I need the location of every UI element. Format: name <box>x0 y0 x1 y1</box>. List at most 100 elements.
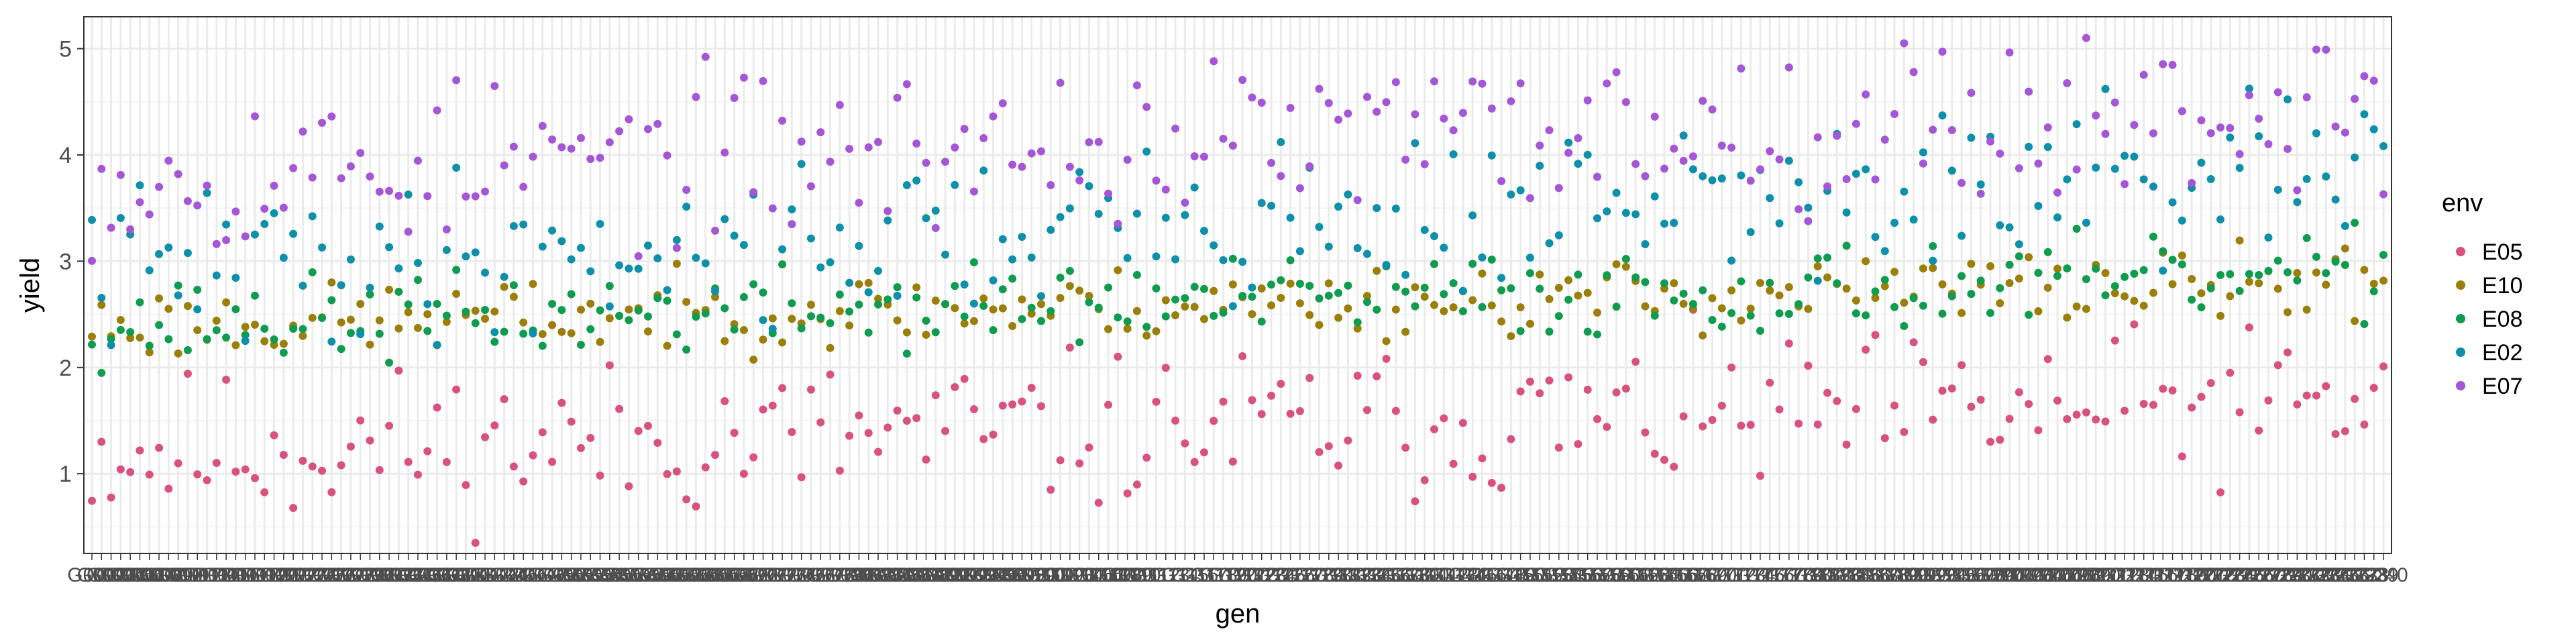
data-point-e02 <box>107 341 115 350</box>
data-point-e08 <box>222 333 231 342</box>
data-point-e10 <box>1277 293 1285 302</box>
data-point-e08 <box>279 348 288 357</box>
data-point-e07 <box>2264 140 2273 148</box>
data-point-e08 <box>548 299 557 308</box>
data-point-e05 <box>1219 397 1228 406</box>
data-point-e07 <box>2360 72 2369 80</box>
data-point-e07 <box>979 134 988 143</box>
data-point-e07 <box>2139 70 2148 79</box>
data-point-e05 <box>2255 426 2263 435</box>
x-tick-label: G211 <box>2082 564 2129 586</box>
data-point-e02 <box>2331 195 2340 204</box>
data-point-e02 <box>576 244 585 252</box>
data-point-e10 <box>1286 279 1295 288</box>
data-point-e02 <box>1008 255 1017 264</box>
data-point-e02 <box>404 191 413 199</box>
data-point-e10 <box>375 316 384 325</box>
data-point-e05 <box>835 466 844 475</box>
data-point-e08 <box>1525 269 1534 278</box>
data-point-e02 <box>845 278 854 287</box>
data-point-e07 <box>749 188 758 197</box>
x-tick-label: G137 <box>1371 564 1420 586</box>
data-point-e07 <box>1612 68 1621 76</box>
data-point-e10 <box>1056 294 1065 303</box>
data-point-e08 <box>1248 292 1256 301</box>
x-tick-label: G134 <box>1342 564 1391 586</box>
x-tick-label: G003 <box>87 564 136 586</box>
data-point-e10 <box>174 349 182 358</box>
x-tick-label: G179 <box>1774 564 1823 586</box>
data-point-e07 <box>1190 152 1199 161</box>
data-point-e05 <box>337 461 345 470</box>
data-point-e08 <box>1497 286 1506 294</box>
x-tick-label: G101 <box>1026 564 1075 586</box>
data-point-e07 <box>1862 90 1870 99</box>
data-point-e07 <box>1871 175 1880 184</box>
data-point-e02 <box>2360 110 2369 119</box>
data-point-e07 <box>509 142 518 151</box>
data-point-e08 <box>1104 283 1113 292</box>
data-point-e02 <box>1967 133 1976 142</box>
data-point-e07 <box>1938 48 1947 56</box>
data-point-e08 <box>136 298 144 307</box>
data-point-e05 <box>1880 434 1889 443</box>
data-point-e02 <box>2312 129 2320 138</box>
x-tick-label: G096 <box>978 564 1027 586</box>
x-tick-label: G112 <box>1132 564 1180 586</box>
data-point-e10 <box>1699 331 1707 340</box>
data-point-e10 <box>1210 286 1218 295</box>
data-point-e07 <box>1603 79 1611 88</box>
x-tick-label: G111 <box>1124 564 1170 586</box>
data-point-e05 <box>2188 403 2196 412</box>
data-point-e08 <box>989 326 998 335</box>
data-point-e08 <box>433 299 441 308</box>
data-point-e07 <box>998 99 1007 108</box>
data-point-e02 <box>2110 164 2119 173</box>
x-tick-label: G128 <box>1285 564 1334 586</box>
x-tick-label: G049 <box>527 564 576 586</box>
data-point-e05 <box>1545 376 1554 385</box>
data-point-e08 <box>941 300 950 309</box>
data-point-e08 <box>1851 309 1860 318</box>
data-point-e05 <box>1775 405 1784 414</box>
data-point-e05 <box>643 421 652 430</box>
data-point-e05 <box>1593 415 1601 423</box>
x-tick-label: G016 <box>211 564 260 586</box>
data-point-e07 <box>260 205 269 213</box>
data-point-e10 <box>2226 292 2235 301</box>
data-point-e05 <box>720 396 729 405</box>
data-point-e10 <box>1919 264 1927 273</box>
data-point-e05 <box>212 458 221 467</box>
data-point-e07 <box>739 73 748 82</box>
data-point-e05 <box>1727 363 1736 372</box>
x-tick-label: G208 <box>2052 564 2101 586</box>
data-point-e07 <box>1277 172 1285 180</box>
data-point-e05 <box>2206 379 2215 388</box>
data-point-e10 <box>557 327 566 336</box>
data-point-e08 <box>797 324 806 333</box>
data-point-e10 <box>1478 269 1487 278</box>
data-point-e10 <box>739 325 748 334</box>
data-point-e10 <box>490 307 499 316</box>
data-point-e08 <box>2121 272 2129 281</box>
data-point-e08 <box>1871 287 1880 296</box>
data-point-e08 <box>902 350 911 358</box>
x-tick-label: G087 <box>892 564 941 586</box>
data-point-e08 <box>1056 273 1065 282</box>
data-point-e08 <box>1362 298 1371 307</box>
data-point-e10 <box>2341 244 2349 253</box>
data-point-e05 <box>826 370 835 379</box>
data-point-e08 <box>1880 276 1889 284</box>
data-point-e05 <box>979 435 988 443</box>
data-point-e05 <box>299 456 307 465</box>
data-point-e07 <box>1468 77 1477 86</box>
x-tick-label: G093 <box>949 564 998 586</box>
data-point-e08 <box>874 300 883 309</box>
data-point-e08 <box>816 313 825 322</box>
legend-title: env <box>2442 189 2483 217</box>
data-point-e08 <box>346 329 355 337</box>
x-tick-label: G212 <box>2090 564 2139 586</box>
x-tick-label: G113 <box>1142 564 1189 586</box>
data-point-e02 <box>270 209 278 217</box>
data-point-e05 <box>1766 378 1774 387</box>
